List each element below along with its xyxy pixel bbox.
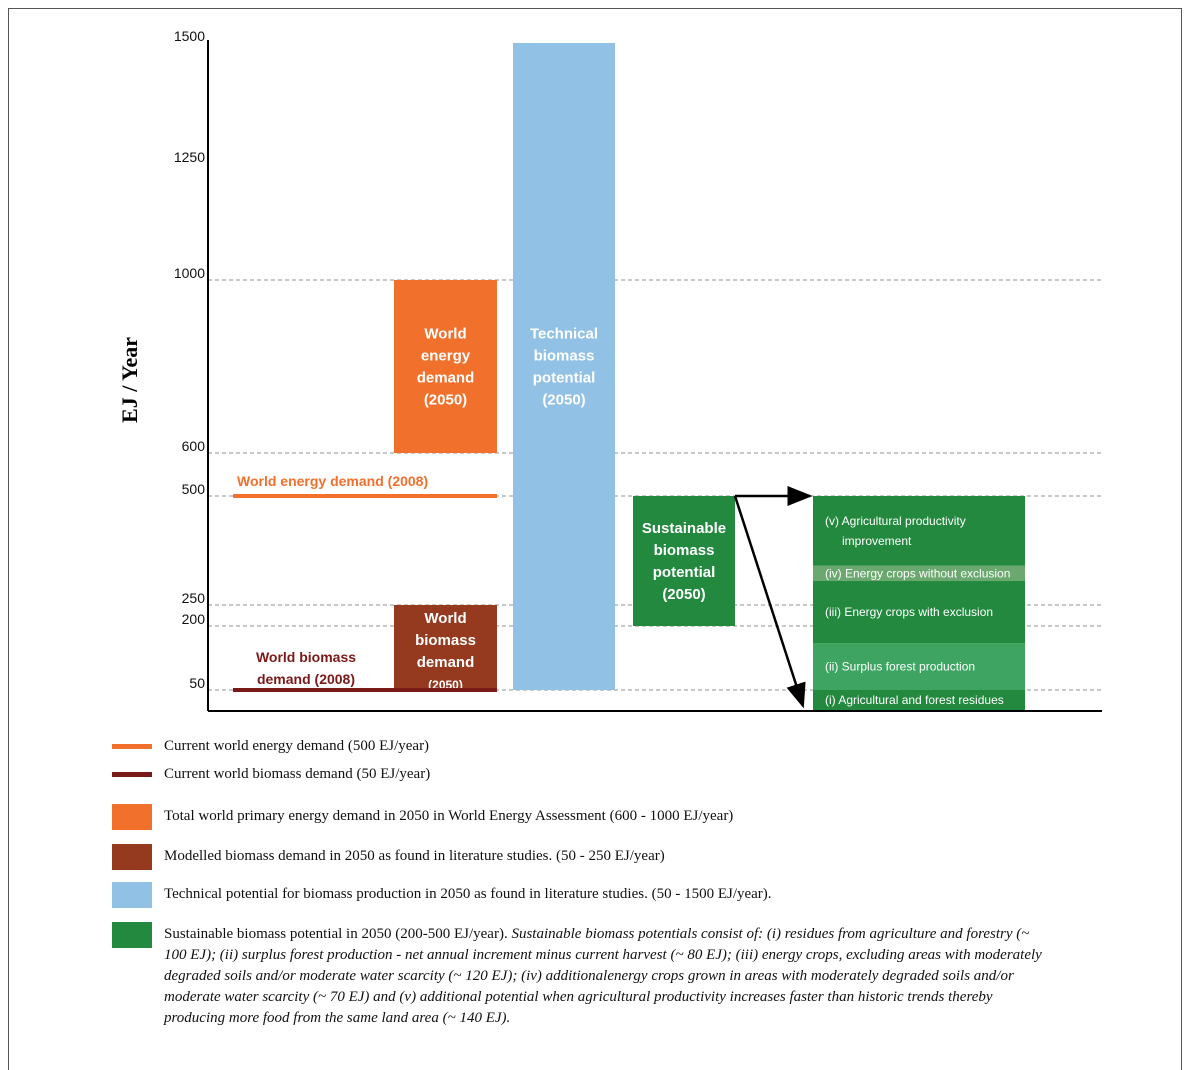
legend-text: Modelled biomass demand in 2050 as found… <box>164 846 665 867</box>
legend-text: Sustainable biomass potential in 2050 (2… <box>164 924 1054 1029</box>
legend-swatch <box>112 882 152 908</box>
legend-item: Sustainable biomass potential in 2050 (2… <box>112 922 1072 1029</box>
line-label: World energy demand (2008) <box>237 473 428 489</box>
figure-frame <box>8 8 1182 1070</box>
legend-swatch <box>112 772 152 777</box>
y-tick-label: 1000 <box>174 265 205 281</box>
legend-text-main: Modelled biomass demand in 2050 as found… <box>164 848 665 864</box>
line-world-energy-demand-2008 <box>233 494 497 498</box>
y-tick-label: 1500 <box>174 28 205 44</box>
legend-swatch <box>112 804 152 830</box>
bar-label: (2050) <box>424 392 467 409</box>
breakdown-label: (ii) Surplus forest production <box>825 660 975 674</box>
bar-label: biomass <box>415 632 476 649</box>
breakdown-segment <box>813 565 1025 582</box>
legend-item: Modelled biomass demand in 2050 as found… <box>112 844 1072 870</box>
bar-label: World <box>424 326 466 343</box>
legend-text: Technical potential for biomass producti… <box>164 884 772 905</box>
breakdown-label: (i) Agricultural and forest residues <box>825 693 1004 707</box>
line-label: World biomass <box>256 649 356 665</box>
y-axis-label: EJ / Year <box>117 337 142 423</box>
breakdown-segment <box>813 496 1025 566</box>
chart-area: World energy demand (2050) World biomass deman… <box>117 28 1102 712</box>
y-tick-label: 50 <box>189 675 205 691</box>
breakdown-label: (v) Agricultural productivity <box>825 514 966 528</box>
legend-text-main: Current world energy demand (500 EJ/year… <box>164 738 430 754</box>
breakdown-label: (iv) Energy crops without exclusion <box>825 566 1010 580</box>
arrow-bottom <box>733 495 806 709</box>
bar-label: potential <box>533 370 596 387</box>
bar-label: Sustainable <box>642 520 726 537</box>
y-tick-label: 1250 <box>174 149 205 165</box>
bar-label: biomass <box>534 348 595 365</box>
legend-swatch <box>112 744 152 749</box>
line-label: demand (2008) <box>257 671 355 687</box>
legend-text-main: Sustainable biomass potential in 2050 (2… <box>164 926 512 942</box>
bar-sustainable-biomass-potential-2050 <box>633 496 735 626</box>
bar-label: demand <box>417 370 475 387</box>
bar-label: demand <box>417 654 475 671</box>
legend-item: Technical potential for biomass producti… <box>112 882 1072 908</box>
bar-world-biomass-demand-2050 <box>394 605 497 690</box>
y-tick-label: 500 <box>182 481 206 497</box>
bar-label: biomass <box>654 542 715 559</box>
legend-text-italic: Sustainable biomass potentials consist o… <box>164 926 1042 1026</box>
bar-label: (2050) <box>662 586 705 603</box>
legend-text: Current world biomass demand (50 EJ/year… <box>164 764 430 785</box>
legend-text-main: Current world biomass demand (50 EJ/year… <box>164 766 431 782</box>
legend-swatch <box>112 844 152 870</box>
legend-text: Current world energy demand (500 EJ/year… <box>164 736 429 757</box>
breakdown-segment <box>813 643 1025 690</box>
legend-text: Total world primary energy demand in 205… <box>164 806 733 827</box>
breakdown-label: (iii) Energy crops with exclusion <box>825 605 993 619</box>
legend-text-main: Total world primary energy demand in 205… <box>164 808 734 824</box>
bar-technical-biomass-potential-2050 <box>513 43 615 690</box>
legend-item: Total world primary energy demand in 205… <box>112 804 1072 830</box>
bar-label: World <box>424 610 466 627</box>
legend-item: Current world energy demand (500 EJ/year… <box>112 736 1072 757</box>
bar-world-energy-demand-2050 <box>394 280 497 453</box>
breakdown-label: improvement <box>842 534 912 548</box>
legend-swatch <box>112 922 152 948</box>
y-tick-label: 250 <box>182 590 206 606</box>
bar-label: (2050) <box>542 392 585 409</box>
y-tick-label: 200 <box>182 611 206 627</box>
bar-label: energy <box>421 348 471 365</box>
y-tick-label: 600 <box>182 438 206 454</box>
breakdown-segment <box>813 690 1025 710</box>
bar-label: potential <box>653 564 716 581</box>
legend-item: Current world biomass demand (50 EJ/year… <box>112 764 1072 785</box>
legend-text-main: Technical potential for biomass producti… <box>164 886 772 902</box>
line-world-biomass-demand-2008 <box>233 688 497 692</box>
breakdown-segment <box>813 581 1025 644</box>
bar-label: Technical <box>530 326 598 343</box>
